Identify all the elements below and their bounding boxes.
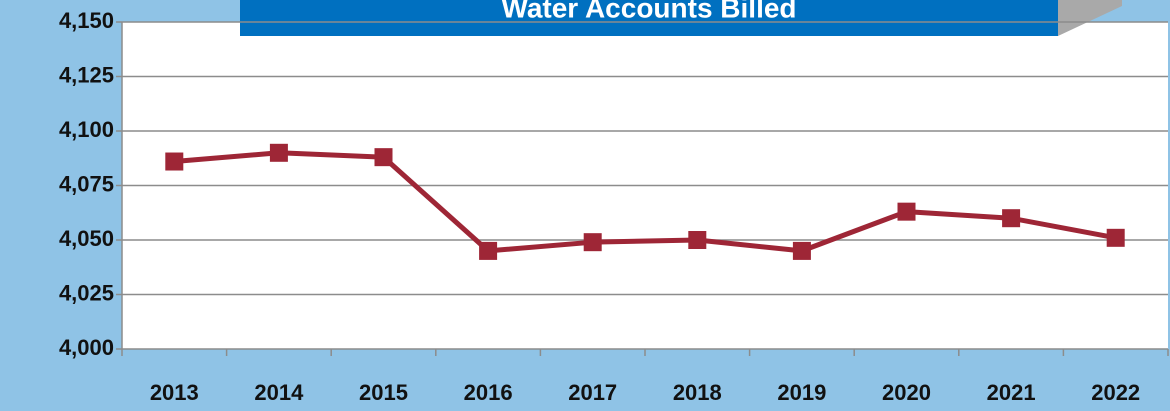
title-banner xyxy=(240,0,1058,36)
data-line xyxy=(174,150,1117,254)
data-marker xyxy=(479,241,498,260)
chart-title: Water Accounts Billed xyxy=(501,0,796,23)
x-tick-label: 2022 xyxy=(1091,380,1140,405)
y-tick-label: 4,000 xyxy=(59,335,114,360)
y-tick-label: 4,125 xyxy=(59,62,114,87)
x-tick-label: 2016 xyxy=(464,380,513,405)
data-marker xyxy=(165,152,184,171)
data-marker xyxy=(897,202,916,221)
data-marker xyxy=(1002,209,1021,228)
banner-shadow xyxy=(1058,0,1122,36)
x-tick-label: 2015 xyxy=(359,380,408,405)
data-marker xyxy=(374,148,393,167)
y-tick-label: 4,100 xyxy=(59,117,114,142)
x-tick-label: 2020 xyxy=(882,380,931,405)
data-marker xyxy=(583,233,602,252)
x-tick-label: 2013 xyxy=(150,380,199,405)
y-tick-label: 4,025 xyxy=(59,280,114,305)
data-marker xyxy=(792,241,811,260)
x-tick-label: 2018 xyxy=(673,380,722,405)
data-marker xyxy=(269,143,288,162)
y-tick-label: 4,075 xyxy=(59,171,114,196)
x-tick-label: 2019 xyxy=(777,380,826,405)
x-tick-label: 2021 xyxy=(987,380,1036,405)
data-marker xyxy=(1106,228,1125,247)
data-marker xyxy=(688,231,707,249)
x-tick-label: 2014 xyxy=(254,380,304,405)
y-tick-label: 4,050 xyxy=(59,226,114,251)
y-tick-label: 4,150 xyxy=(59,8,114,33)
x-tick-label: 2017 xyxy=(568,380,617,405)
